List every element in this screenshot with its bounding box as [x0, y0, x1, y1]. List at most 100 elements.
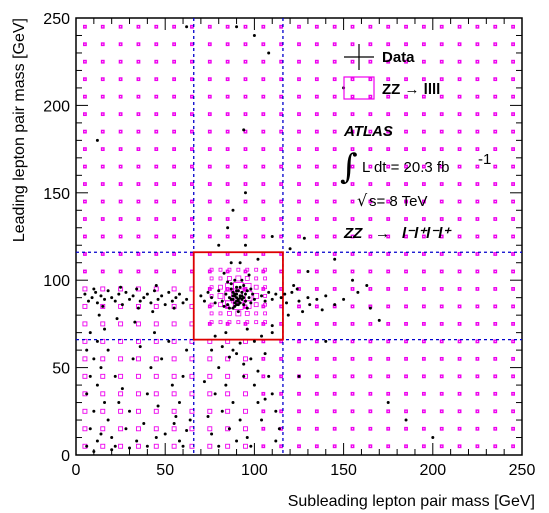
mc-box: [404, 234, 408, 239]
data-point: [233, 292, 237, 296]
mc-box: [404, 269, 408, 274]
mc-box: [261, 164, 266, 169]
mc-box: [350, 391, 355, 396]
mc-box: [171, 321, 177, 327]
data-point: [252, 33, 256, 37]
mc-box: [118, 94, 123, 99]
mc-box: [190, 147, 194, 151]
mc-box: [83, 129, 87, 134]
data-point: [185, 297, 189, 301]
mc-box: [404, 252, 408, 256]
mc-box: [190, 252, 194, 256]
data-point: [301, 310, 305, 314]
data-point: [85, 348, 89, 352]
mc-box: [493, 129, 498, 134]
mc-box: [493, 339, 498, 344]
mc-box: [243, 356, 248, 362]
data-point: [149, 366, 153, 370]
data-point: [95, 439, 99, 443]
data-point: [249, 301, 253, 305]
mc-box: [207, 391, 213, 397]
mc-box: [386, 304, 391, 309]
mc-box: [493, 164, 498, 169]
data-point: [231, 208, 235, 212]
mc-box: [350, 339, 355, 344]
mc-box: [314, 322, 319, 326]
mc-box: [439, 409, 444, 414]
mc-box: [245, 267, 250, 272]
x-tick-label: 200: [419, 462, 446, 479]
mc-box: [511, 444, 515, 449]
mc-box: [135, 443, 141, 449]
mc-box: [475, 182, 480, 186]
mc-box: [350, 147, 355, 151]
data-point: [156, 297, 160, 301]
mc-box: [263, 267, 268, 272]
mc-box: [297, 59, 301, 64]
mc-box: [153, 356, 159, 362]
mc-box: [421, 269, 426, 274]
data-point: [222, 304, 226, 308]
mc-box: [297, 269, 301, 274]
mc-box: [511, 339, 515, 344]
data-point: [227, 355, 231, 359]
mc-box: [83, 269, 87, 274]
data-point: [270, 297, 274, 301]
mc-box: [511, 356, 515, 361]
mc-box: [243, 199, 248, 204]
data-point: [110, 296, 114, 300]
mc-box: [457, 287, 462, 291]
data-point: [324, 339, 328, 343]
mc-box: [314, 339, 319, 344]
data-point: [217, 243, 221, 247]
mc-box: [439, 426, 444, 431]
data-point: [92, 357, 96, 361]
mc-box: [457, 24, 462, 29]
mc-box: [475, 164, 480, 169]
plot-frame: [75, 17, 523, 456]
mc-box: [118, 112, 123, 117]
mc-box: [475, 356, 480, 361]
data-point: [226, 226, 230, 230]
mc-box: [493, 252, 498, 256]
mc-box: [439, 182, 444, 186]
mc-box: [314, 182, 319, 186]
mc-box: [511, 24, 515, 29]
mc-box: [189, 408, 195, 414]
mc-box: [100, 182, 105, 186]
mc-box: [457, 112, 462, 117]
mc-box: [279, 391, 284, 396]
mc-box: [189, 373, 195, 379]
mc-box: [83, 234, 87, 239]
mc-box: [82, 408, 88, 414]
mc-box: [457, 77, 462, 82]
data-point: [95, 138, 99, 142]
data-point: [315, 297, 319, 301]
mc-box: [261, 59, 266, 64]
y-tick-label: 200: [43, 98, 70, 115]
data-point: [174, 415, 178, 419]
mc-box: [100, 59, 105, 64]
mc-box: [493, 374, 498, 379]
data-point: [267, 374, 271, 378]
mc-box: [350, 374, 355, 379]
mc-box: [386, 199, 391, 204]
mc-box: [207, 373, 213, 379]
data-point: [238, 341, 242, 345]
mc-box: [368, 287, 373, 291]
mc-box: [314, 112, 319, 117]
mc-box: [493, 444, 498, 449]
mc-box: [439, 269, 444, 274]
mc-box: [457, 182, 462, 186]
data-point: [101, 304, 105, 308]
data-point: [243, 243, 247, 247]
mc-box: [404, 426, 408, 431]
mc-box: [172, 77, 177, 82]
mc-box: [421, 252, 426, 256]
mc-box: [332, 374, 337, 379]
mc-box: [225, 164, 230, 169]
mc-box: [243, 42, 248, 47]
mc-box: [332, 182, 337, 186]
mc-box: [386, 426, 391, 431]
mc-box: [100, 443, 106, 449]
